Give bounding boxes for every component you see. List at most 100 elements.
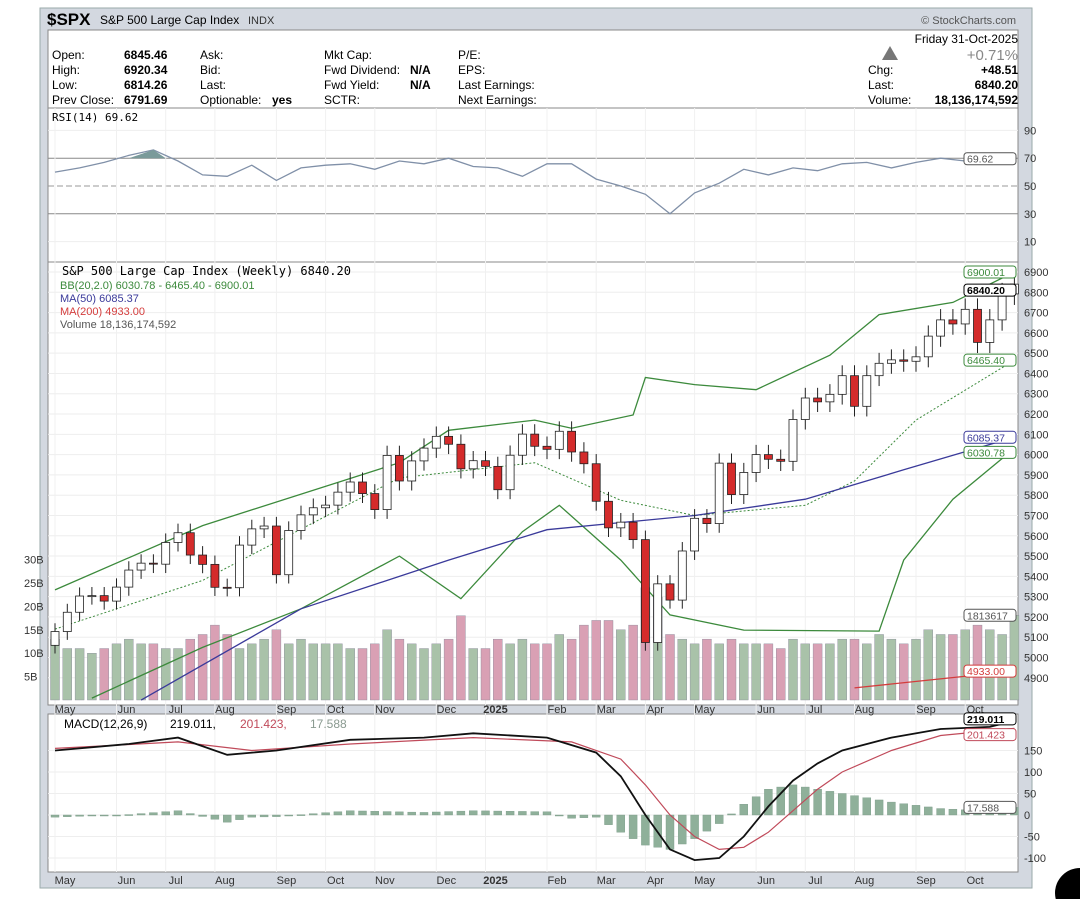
- candle-body: [505, 454, 515, 491]
- month-label-bottom: Nov: [375, 875, 395, 887]
- axis-tag-label: 17.588: [967, 802, 999, 814]
- candle-body: [456, 443, 466, 470]
- volume-value: 18,136,174,592: [935, 93, 1019, 107]
- macd-histogram-bar: [198, 814, 207, 817]
- prev-close-value: 6791.69: [124, 93, 168, 107]
- volume-bar: [370, 643, 380, 701]
- macd-histogram-bar: [727, 813, 736, 816]
- volume-bar: [296, 638, 306, 701]
- macd-name: MACD(12,26,9): [64, 717, 147, 731]
- candle-body: [481, 460, 490, 467]
- axes: 4900 5000 5100 5200 5300 5400 5500 5600 5700 5800…: [24, 125, 1048, 887]
- volume-bar: [751, 643, 761, 701]
- macd-histogram-bar: [395, 811, 404, 816]
- price-title: S&P 500 Large Cap Index (Weekly) 6840.20: [62, 264, 351, 278]
- volume-bar: [284, 643, 294, 701]
- volume-bar: [74, 648, 85, 701]
- candle-body: [62, 611, 72, 632]
- volume-bar: [566, 638, 577, 701]
- fwd-dividend-label: Fwd Dividend:: [324, 63, 400, 77]
- volume-bar: [345, 648, 355, 701]
- axis-tag-box: [963, 265, 1017, 279]
- volume-tick: 5B: [24, 672, 37, 684]
- candle-body: [431, 435, 441, 449]
- macd-histogram-bar: [948, 808, 958, 816]
- candle-body: [333, 491, 343, 506]
- high-label: High:: [52, 63, 80, 77]
- macd-histogram-bar: [899, 803, 908, 816]
- candle-body: [198, 554, 208, 565]
- axis-tag-label: 6030.78: [967, 447, 1005, 459]
- volume-bar: [308, 643, 318, 701]
- candle-body: [837, 375, 847, 395]
- volume-bar: [689, 643, 700, 701]
- next-earnings-label: Next Earnings:: [458, 93, 537, 107]
- macd-histogram-bar: [112, 814, 121, 817]
- price-tick: 6400: [1024, 368, 1048, 380]
- macd-histogram-bar: [149, 812, 158, 816]
- candle-body: [997, 293, 1007, 321]
- volume-bar: [468, 648, 478, 701]
- candle-body: [665, 583, 675, 601]
- macd-histogram-bar: [50, 814, 60, 818]
- candle-body: [271, 525, 281, 576]
- macd-histogram-bar: [63, 814, 72, 817]
- candle-body: [702, 517, 712, 524]
- candle-body: [235, 544, 244, 589]
- volume-bar: [825, 643, 835, 701]
- candle-body: [554, 430, 564, 450]
- candle-body: [99, 595, 109, 602]
- macd-histogram-bar: [628, 814, 638, 839]
- quote-panel: [47, 29, 1019, 109]
- candle-body: [591, 463, 601, 502]
- month-label-bottom: Jun: [757, 875, 775, 887]
- volume-bar: [1009, 615, 1020, 701]
- price-tick: 5800: [1024, 490, 1048, 502]
- axis-tag-box: [963, 152, 1017, 166]
- ma200-legend: MA(200) 4933.00: [60, 306, 145, 318]
- price-tick: 5600: [1024, 531, 1048, 543]
- rsi-tick: 50: [1024, 181, 1036, 193]
- price-tick: 6200: [1024, 409, 1048, 421]
- volume-bar: [972, 624, 983, 701]
- fwd-yield-label: Fwd Yield:: [324, 78, 379, 92]
- macd-histogram-bar: [690, 814, 699, 839]
- macd-histogram-bar: [259, 814, 269, 818]
- candle-body: [862, 375, 872, 407]
- rsi-tick: 70: [1024, 153, 1036, 165]
- axis-tag-box: [963, 800, 1017, 814]
- month-label-bottom: Jul: [808, 875, 822, 887]
- volume-bar: [259, 638, 269, 701]
- macd-histogram-bar: [788, 784, 798, 816]
- axis-tag-label: 69.62: [967, 154, 993, 166]
- macd-histogram-bar: [419, 812, 429, 816]
- candle-body: [751, 454, 761, 473]
- macd-tick: 100: [1024, 767, 1042, 779]
- candle-body: [887, 359, 896, 364]
- volume-bar: [788, 638, 798, 701]
- axis-tag-box: [963, 445, 1017, 459]
- price-tick: 6100: [1024, 429, 1048, 441]
- candle-body: [973, 308, 982, 343]
- price-panel: [47, 261, 1019, 706]
- volume-bar: [173, 648, 183, 701]
- volume-bar: [333, 643, 343, 701]
- axis-tag-box: [963, 283, 1017, 297]
- up-arrow-icon: [882, 46, 898, 60]
- macd-histogram-bar: [542, 811, 552, 816]
- volume-bar: [517, 638, 528, 701]
- macd-tick: -50: [1024, 832, 1040, 844]
- rsi-layer: [54, 149, 1015, 215]
- low-label: Low:: [52, 78, 77, 92]
- volume-bar: [554, 634, 564, 701]
- axis-tag-box: [963, 430, 1017, 444]
- candle-body: [628, 521, 638, 541]
- candle-body: [112, 586, 121, 602]
- macd-histogram-bar: [555, 814, 564, 817]
- open-value: 6845.46: [124, 48, 168, 62]
- volume-bar: [935, 634, 946, 701]
- volume-bar: [99, 648, 109, 701]
- fwd-yield-value: N/A: [410, 78, 431, 92]
- macd-histogram-bar: [592, 814, 601, 818]
- candle-body: [308, 507, 318, 516]
